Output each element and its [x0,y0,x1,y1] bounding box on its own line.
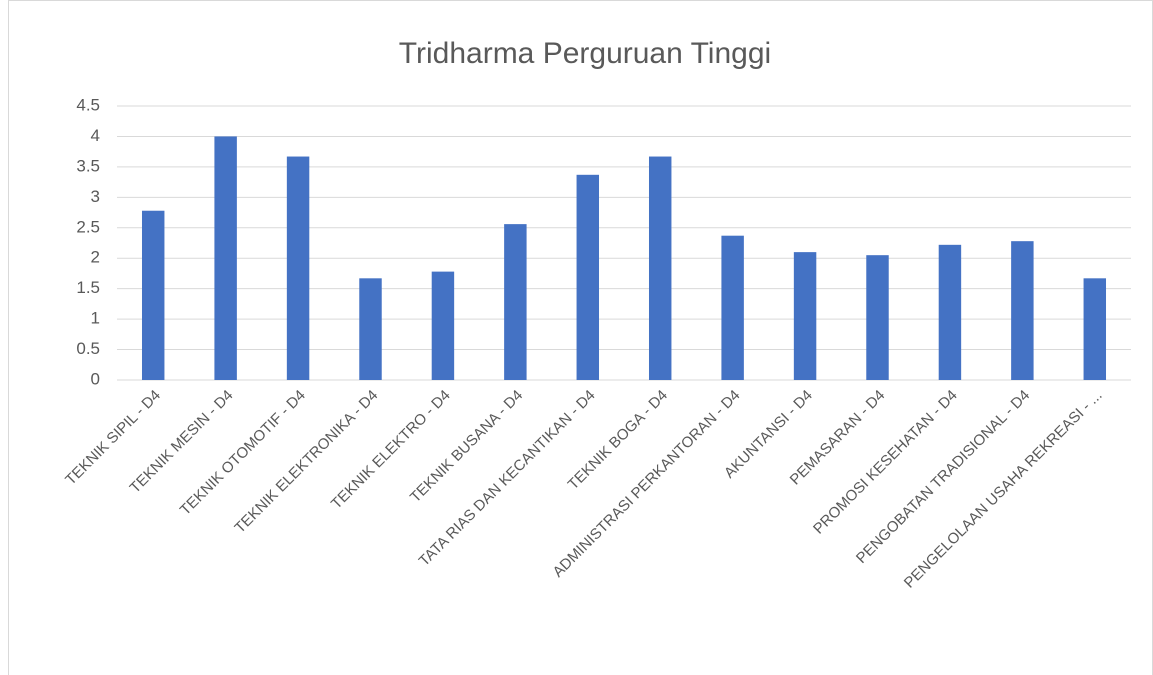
bar [141,210,165,380]
bar [721,235,744,380]
bar [793,252,817,380]
y-tick-label: 1.5 [76,278,100,297]
x-tick-label: TEKNIK ELEKTRONIKA - D4 [231,387,381,537]
bar [504,224,527,380]
bar [648,156,672,380]
x-tick-label: TEKNIK OTOMOTIF - D4 [177,387,309,519]
y-tick-label: 4 [91,126,100,145]
bar [866,255,889,380]
y-tick-label: 3.5 [76,156,100,175]
y-tick-label: 1 [91,309,100,328]
y-tick-label: 2 [91,248,100,267]
y-tick-label: 4.5 [76,95,100,114]
x-tick-label: TEKNIK ELEKTRO - D4 [328,387,454,513]
bar [359,278,382,380]
x-tick-label: PROMOSI KESEHATAN - D4 [810,387,961,538]
bar [1083,278,1107,380]
y-tick-label: 2.5 [76,217,100,236]
bar [938,244,962,380]
bar [576,174,600,380]
y-tick-label: 0.5 [76,339,100,358]
y-tick-label: 0 [91,369,100,388]
bar [1011,241,1034,380]
bar [214,136,237,380]
chart-title: Tridharma Perguruan Tinggi [399,37,771,70]
y-tick-label: 3 [91,187,100,206]
bar [431,271,455,380]
bar [286,156,310,380]
